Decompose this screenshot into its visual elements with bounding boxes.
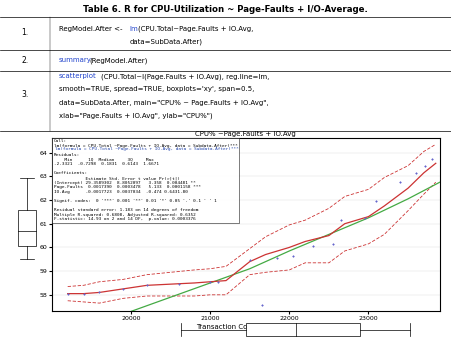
Text: (CPU.Total~I(Page.Faults + IO.Avg), reg.line=lm,: (CPU.Total~I(Page.Faults + IO.Avg), reg.… — [101, 73, 269, 80]
Point — [428, 156, 435, 161]
Title: CPU% ~Page.Faults + IO.Avg: CPU% ~Page.Faults + IO.Avg — [195, 131, 296, 137]
Point — [215, 279, 222, 284]
Text: summary: summary — [59, 57, 92, 63]
Point — [64, 291, 71, 297]
Point — [422, 163, 429, 169]
Point — [207, 279, 214, 284]
Text: scatterplot: scatterplot — [59, 73, 97, 79]
Text: Call:
lm(formula = CPU.Total ~Page.Faults + IO.Avg, data = Subdata.After)***

Re: Call: lm(formula = CPU.Total ~Page.Fault… — [54, 139, 238, 221]
Point — [412, 170, 419, 175]
Bar — [18, 210, 36, 246]
Point — [258, 303, 265, 308]
Point — [290, 253, 297, 258]
Text: (CPU.Total~Page.Faults + IO.Avg,: (CPU.Total~Page.Faults + IO.Avg, — [138, 26, 254, 32]
Point — [337, 217, 345, 223]
Point — [120, 286, 127, 292]
Point — [396, 180, 404, 185]
Text: smooth=TRUE, spread=TRUE, boxplots='xy', span=0.5,: smooth=TRUE, spread=TRUE, boxplots='xy',… — [59, 86, 254, 92]
Text: Table 6. R for CPU-Utilization ~ Page-Faults + I/O-Average.: Table 6. R for CPU-Utilization ~ Page-Fa… — [83, 5, 368, 14]
Point — [329, 241, 336, 247]
Text: 1.: 1. — [21, 28, 28, 37]
Point — [175, 281, 182, 287]
Point — [96, 290, 103, 295]
Point — [373, 199, 380, 204]
Point — [143, 283, 151, 288]
Text: xlab="Page.Faults + IO.Avg", ylab="CPU%"): xlab="Page.Faults + IO.Avg", ylab="CPU%"… — [59, 112, 212, 119]
Text: data=SubData.After): data=SubData.After) — [129, 39, 202, 45]
Text: lm: lm — [129, 26, 138, 32]
Point — [246, 258, 253, 263]
Text: data=SubData.After, main="CPU% ~ Page.Faults + IO.Avg",: data=SubData.After, main="CPU% ~ Page.Fa… — [59, 100, 268, 106]
Text: lm(formula = CPU.Total ~Page.Faults + IO.Avg, data = Subdata.After)***: lm(formula = CPU.Total ~Page.Faults + IO… — [55, 147, 239, 151]
X-axis label: Transaction Count^2 (1000): Transaction Count^2 (1000) — [196, 324, 295, 330]
Point — [80, 291, 87, 297]
Text: 3.: 3. — [21, 90, 28, 99]
Text: (RegModel.After): (RegModel.After) — [89, 57, 147, 64]
Point — [274, 255, 281, 261]
Y-axis label: CPU%: CPU% — [31, 215, 37, 235]
Point — [309, 244, 317, 249]
Point — [361, 215, 368, 220]
Text: 2.: 2. — [21, 56, 28, 65]
Text: RegModel.After <-: RegModel.After <- — [59, 26, 124, 32]
Bar — [246, 323, 360, 336]
